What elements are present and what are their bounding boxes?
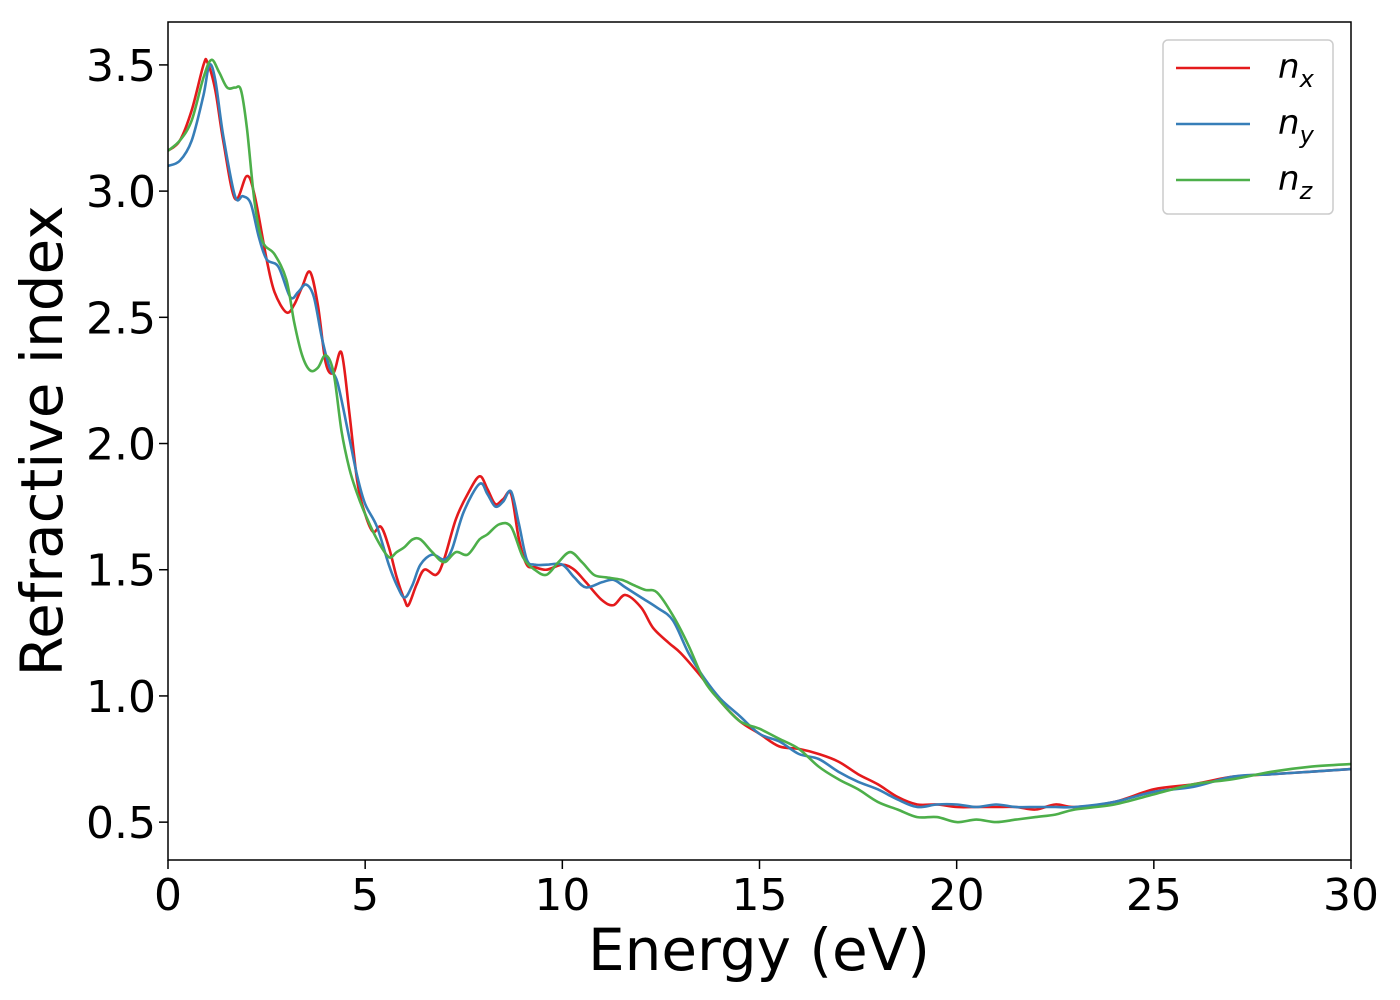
series-line-x xyxy=(168,57,1351,811)
y-tick-label: 3.5 xyxy=(86,41,156,92)
y-tick-label: 1.5 xyxy=(86,546,156,597)
legend-items: nx ny nz xyxy=(1176,47,1315,205)
x-tick-label: 25 xyxy=(1126,870,1182,921)
x-tick-label: 30 xyxy=(1323,870,1379,921)
series-layer xyxy=(168,57,1351,824)
x-axis-label: Energy (eV) xyxy=(588,916,930,984)
x-tick-label: 15 xyxy=(732,870,788,921)
legend: nx ny nz xyxy=(1162,39,1334,215)
y-tick-label: 3.0 xyxy=(86,167,156,218)
x-axis-ticks: 0 5 10 15 20 25 30 xyxy=(154,860,1379,921)
y-tick-label: 2.0 xyxy=(86,420,156,471)
x-tick-label: 10 xyxy=(534,870,590,921)
x-tick-label: 5 xyxy=(351,870,379,921)
y-tick-label: 1.0 xyxy=(86,672,156,723)
x-tick-label: 0 xyxy=(154,870,182,921)
y-tick-label: 0.5 xyxy=(86,798,156,849)
y-axis-ticks: 0.5 1.0 1.5 2.0 2.5 3.0 3.5 xyxy=(86,41,168,849)
series-line-z xyxy=(168,58,1351,824)
x-tick-label: 20 xyxy=(929,870,985,921)
legend-box xyxy=(1162,39,1334,215)
y-tick-label: 2.5 xyxy=(86,293,156,344)
legend-label-x: nx xyxy=(1278,47,1315,93)
legend-label-y: ny xyxy=(1278,103,1315,149)
legend-label-z: nz xyxy=(1278,159,1314,205)
y-axis-label: Refractive index xyxy=(8,205,76,676)
